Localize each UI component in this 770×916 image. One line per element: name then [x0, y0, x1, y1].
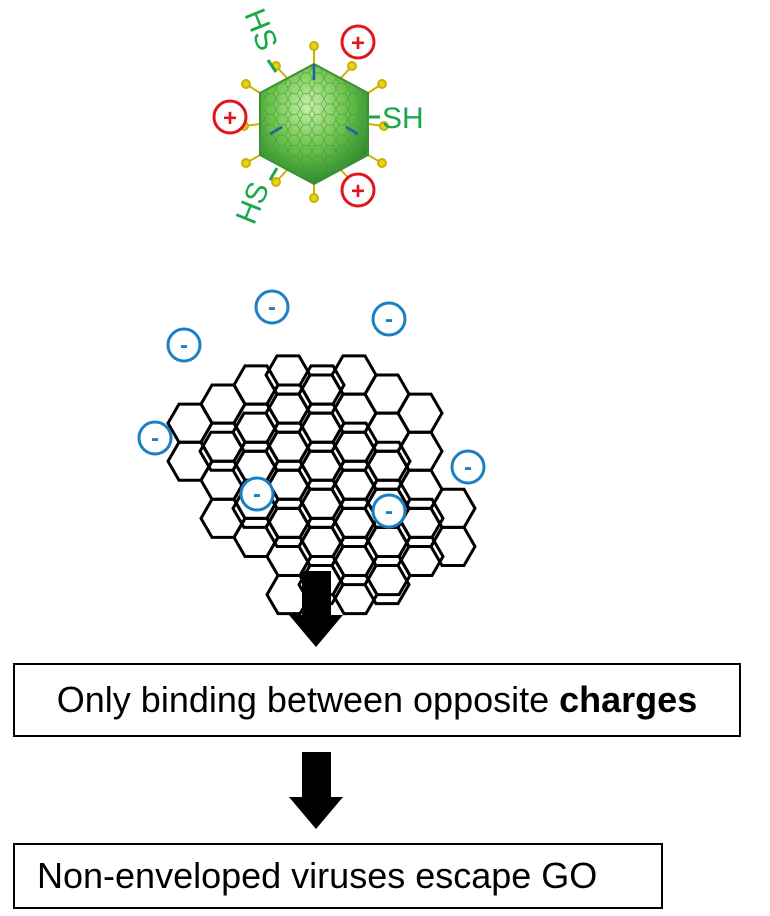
- charge-ring: [371, 493, 407, 529]
- positive-charge-2: +: [212, 99, 248, 135]
- thiol-label-top: HS: [238, 4, 284, 55]
- negative-charges: - - - - - - -: [137, 289, 486, 529]
- minus-sign: -: [151, 425, 159, 452]
- positive-charge-3: +: [340, 172, 376, 208]
- thiol-label-right: SH: [382, 102, 424, 135]
- lattice-hexagon: [396, 392, 444, 434]
- charge-ring: [371, 301, 407, 337]
- lattice-hexagon: [429, 525, 477, 567]
- negative-charge: -: [371, 493, 407, 529]
- negative-charge: -: [450, 449, 486, 485]
- spike-head: [347, 61, 357, 71]
- step-binding-box: Only binding between opposite charges: [13, 663, 741, 737]
- graphene-oxide-sheet: - - - - - - -: [137, 289, 486, 616]
- charge-ring: [166, 327, 202, 363]
- minus-sign: -: [253, 481, 261, 508]
- step-escape-text: Non-enveloped viruses escape GO: [37, 855, 598, 896]
- spike-head: [379, 121, 389, 131]
- thiol-bond: [268, 167, 279, 181]
- charge-ring: [239, 476, 275, 512]
- down-arrow-icon: [289, 752, 343, 829]
- spike-head: [271, 177, 281, 187]
- charge-ring: [450, 449, 486, 485]
- capsid-hex-texture: [260, 64, 368, 184]
- spike-head: [241, 158, 251, 168]
- negative-charge: -: [166, 327, 202, 363]
- thiol-label-bottom: HS: [230, 178, 276, 229]
- minus-sign: -: [180, 332, 188, 359]
- charge-ring: [254, 289, 290, 325]
- spike-head: [309, 193, 319, 203]
- lattice-hexagon: [364, 555, 412, 597]
- hexagonal-lattice: [166, 354, 477, 616]
- down-arrow-icon: [289, 571, 343, 647]
- virus-particle: SH HS HS + + +: [212, 4, 424, 229]
- minus-sign: -: [464, 454, 472, 481]
- lattice-hexagon: [363, 564, 411, 606]
- spike-head: [309, 41, 319, 51]
- step-escape-box: Non-enveloped viruses escape GO: [13, 843, 663, 909]
- minus-sign: -: [268, 294, 276, 321]
- minus-sign: -: [385, 306, 393, 333]
- plus-sign: +: [351, 178, 365, 205]
- step-binding-text: Only binding between opposite: [56, 679, 560, 720]
- inner-arrows: [269, 64, 359, 136]
- thiol-bond: [266, 59, 278, 73]
- charge-ring: [137, 420, 173, 456]
- negative-charge: -: [254, 289, 290, 325]
- plus-sign: +: [351, 30, 365, 57]
- positive-charge-1: +: [340, 24, 376, 60]
- negative-charge: -: [371, 301, 407, 337]
- negative-charge: -: [137, 420, 173, 456]
- minus-sign: -: [385, 498, 393, 525]
- spike-head: [377, 158, 387, 168]
- step-binding-bold: charges: [559, 679, 698, 720]
- plus-sign: +: [223, 105, 237, 132]
- negative-charge: -: [239, 476, 275, 512]
- spike-head: [241, 79, 251, 89]
- spike-head: [377, 79, 387, 89]
